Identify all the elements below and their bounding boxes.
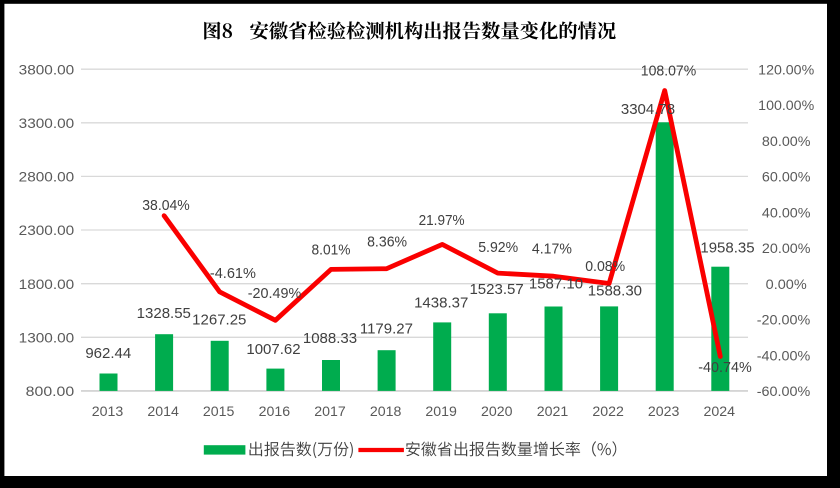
svg-text:1179.27: 1179.27 [360, 321, 413, 338]
svg-text:60.00%: 60.00% [762, 169, 811, 185]
svg-text:0.00%: 0.00% [766, 276, 807, 292]
svg-text:2015: 2015 [203, 403, 235, 419]
svg-text:1438.37: 1438.37 [414, 294, 468, 311]
svg-text:2024: 2024 [704, 403, 736, 419]
svg-text:1328.55: 1328.55 [137, 305, 191, 322]
svg-text:962.44: 962.44 [85, 345, 131, 362]
svg-text:-20.00%: -20.00% [757, 312, 811, 328]
svg-text:2013: 2013 [92, 403, 124, 419]
svg-text:3800.00: 3800.00 [19, 61, 75, 77]
svg-text:2014: 2014 [147, 403, 179, 419]
svg-text:2022: 2022 [592, 403, 624, 419]
svg-text:1088.33: 1088.33 [303, 330, 357, 347]
svg-text:-60.00%: -60.00% [757, 383, 811, 399]
svg-text:21.97%: 21.97% [419, 212, 465, 229]
svg-text:80.00%: 80.00% [762, 133, 811, 149]
svg-text:8.01%: 8.01% [312, 242, 351, 259]
svg-text:3300.00: 3300.00 [19, 115, 75, 131]
svg-text:1007.62: 1007.62 [246, 341, 300, 358]
svg-text:800.00: 800.00 [26, 383, 75, 399]
svg-text:1587.10: 1587.10 [529, 276, 583, 293]
svg-text:-40.00%: -40.00% [757, 347, 811, 363]
svg-text:1523.57: 1523.57 [469, 281, 523, 298]
svg-text:3304.78: 3304.78 [621, 101, 675, 118]
svg-text:1588.30: 1588.30 [588, 283, 642, 300]
svg-text:-20.49%: -20.49% [248, 285, 302, 302]
svg-text:2023: 2023 [648, 403, 680, 419]
svg-text:38.04%: 38.04% [142, 197, 190, 214]
svg-text:-4.61%: -4.61% [210, 265, 256, 282]
svg-text:100.00%: 100.00% [758, 97, 814, 113]
svg-text:8.36%: 8.36% [367, 234, 407, 251]
svg-text:2017: 2017 [314, 403, 346, 419]
svg-text:-40.74%: -40.74% [698, 359, 752, 376]
svg-text:4.17%: 4.17% [532, 241, 572, 258]
svg-text:20.00%: 20.00% [762, 240, 811, 256]
svg-text:2300.00: 2300.00 [19, 222, 75, 238]
svg-text:40.00%: 40.00% [762, 204, 811, 220]
svg-text:1300.00: 1300.00 [19, 329, 75, 345]
svg-text:2016: 2016 [259, 403, 291, 419]
svg-text:2018: 2018 [370, 403, 402, 419]
svg-text:2019: 2019 [425, 403, 457, 419]
svg-text:2800.00: 2800.00 [19, 169, 75, 185]
svg-text:1267.25: 1267.25 [192, 311, 246, 328]
svg-text:5.92%: 5.92% [478, 239, 518, 256]
svg-text:2021: 2021 [537, 403, 569, 419]
svg-text:120.00%: 120.00% [758, 61, 814, 77]
svg-text:1958.35: 1958.35 [700, 240, 754, 257]
svg-text:1800.00: 1800.00 [19, 276, 75, 292]
svg-text:0.08%: 0.08% [585, 258, 625, 275]
svg-text:108.07%: 108.07% [641, 63, 697, 80]
svg-text:2020: 2020 [481, 403, 513, 419]
